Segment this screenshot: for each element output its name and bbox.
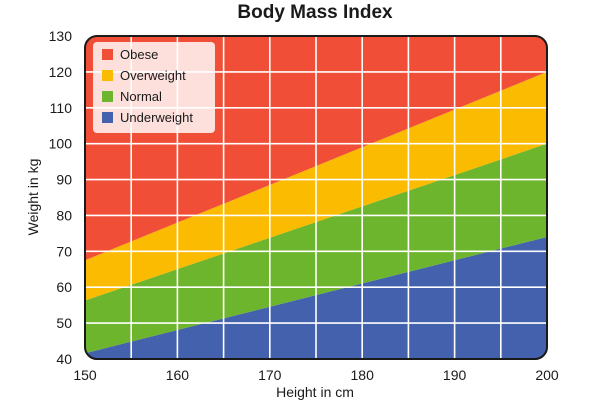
- legend-box: [93, 42, 215, 133]
- legend-label-normal: Normal: [120, 89, 162, 104]
- grid-lines: [85, 36, 547, 359]
- y-tick-label: 130: [49, 28, 73, 44]
- legend-swatch-overweight: [102, 70, 113, 81]
- y-tick-label: 90: [56, 172, 72, 188]
- legend-swatch-obese: [102, 49, 113, 60]
- y-axis-label: Weight in kg: [25, 159, 41, 236]
- y-tick-label: 60: [56, 279, 72, 295]
- x-tick-labels: 150 160 170 180 190 200: [73, 367, 559, 383]
- y-tick-label: 80: [56, 207, 72, 223]
- legend: Obese Overweight Normal Underweight: [93, 42, 215, 133]
- x-tick-label: 160: [166, 367, 190, 383]
- chart-title: Body Mass Index: [237, 2, 393, 23]
- x-axis-label: Height in cm: [276, 384, 354, 400]
- x-tick-label: 180: [351, 367, 375, 383]
- x-tick-label: 170: [258, 367, 282, 383]
- legend-swatch-underweight: [102, 112, 113, 123]
- y-tick-label: 100: [49, 136, 73, 152]
- plot-border: [84, 35, 548, 360]
- legend-label-overweight: Overweight: [120, 68, 186, 83]
- x-tick-label: 150: [73, 367, 97, 383]
- y-tick-label: 120: [49, 64, 73, 80]
- legend-label-underweight: Underweight: [120, 110, 193, 125]
- y-tick-labels: 40 50 60 70 80 90 100 110 120 130: [49, 28, 73, 367]
- y-tick-label: 110: [50, 100, 73, 116]
- x-tick-label: 200: [535, 367, 559, 383]
- legend-swatch-normal: [102, 91, 113, 102]
- y-tick-label: 50: [56, 315, 72, 331]
- legend-label-obese: Obese: [120, 47, 158, 62]
- y-tick-label: 40: [56, 351, 72, 367]
- x-tick-label: 190: [443, 367, 467, 383]
- y-tick-label: 70: [56, 243, 72, 259]
